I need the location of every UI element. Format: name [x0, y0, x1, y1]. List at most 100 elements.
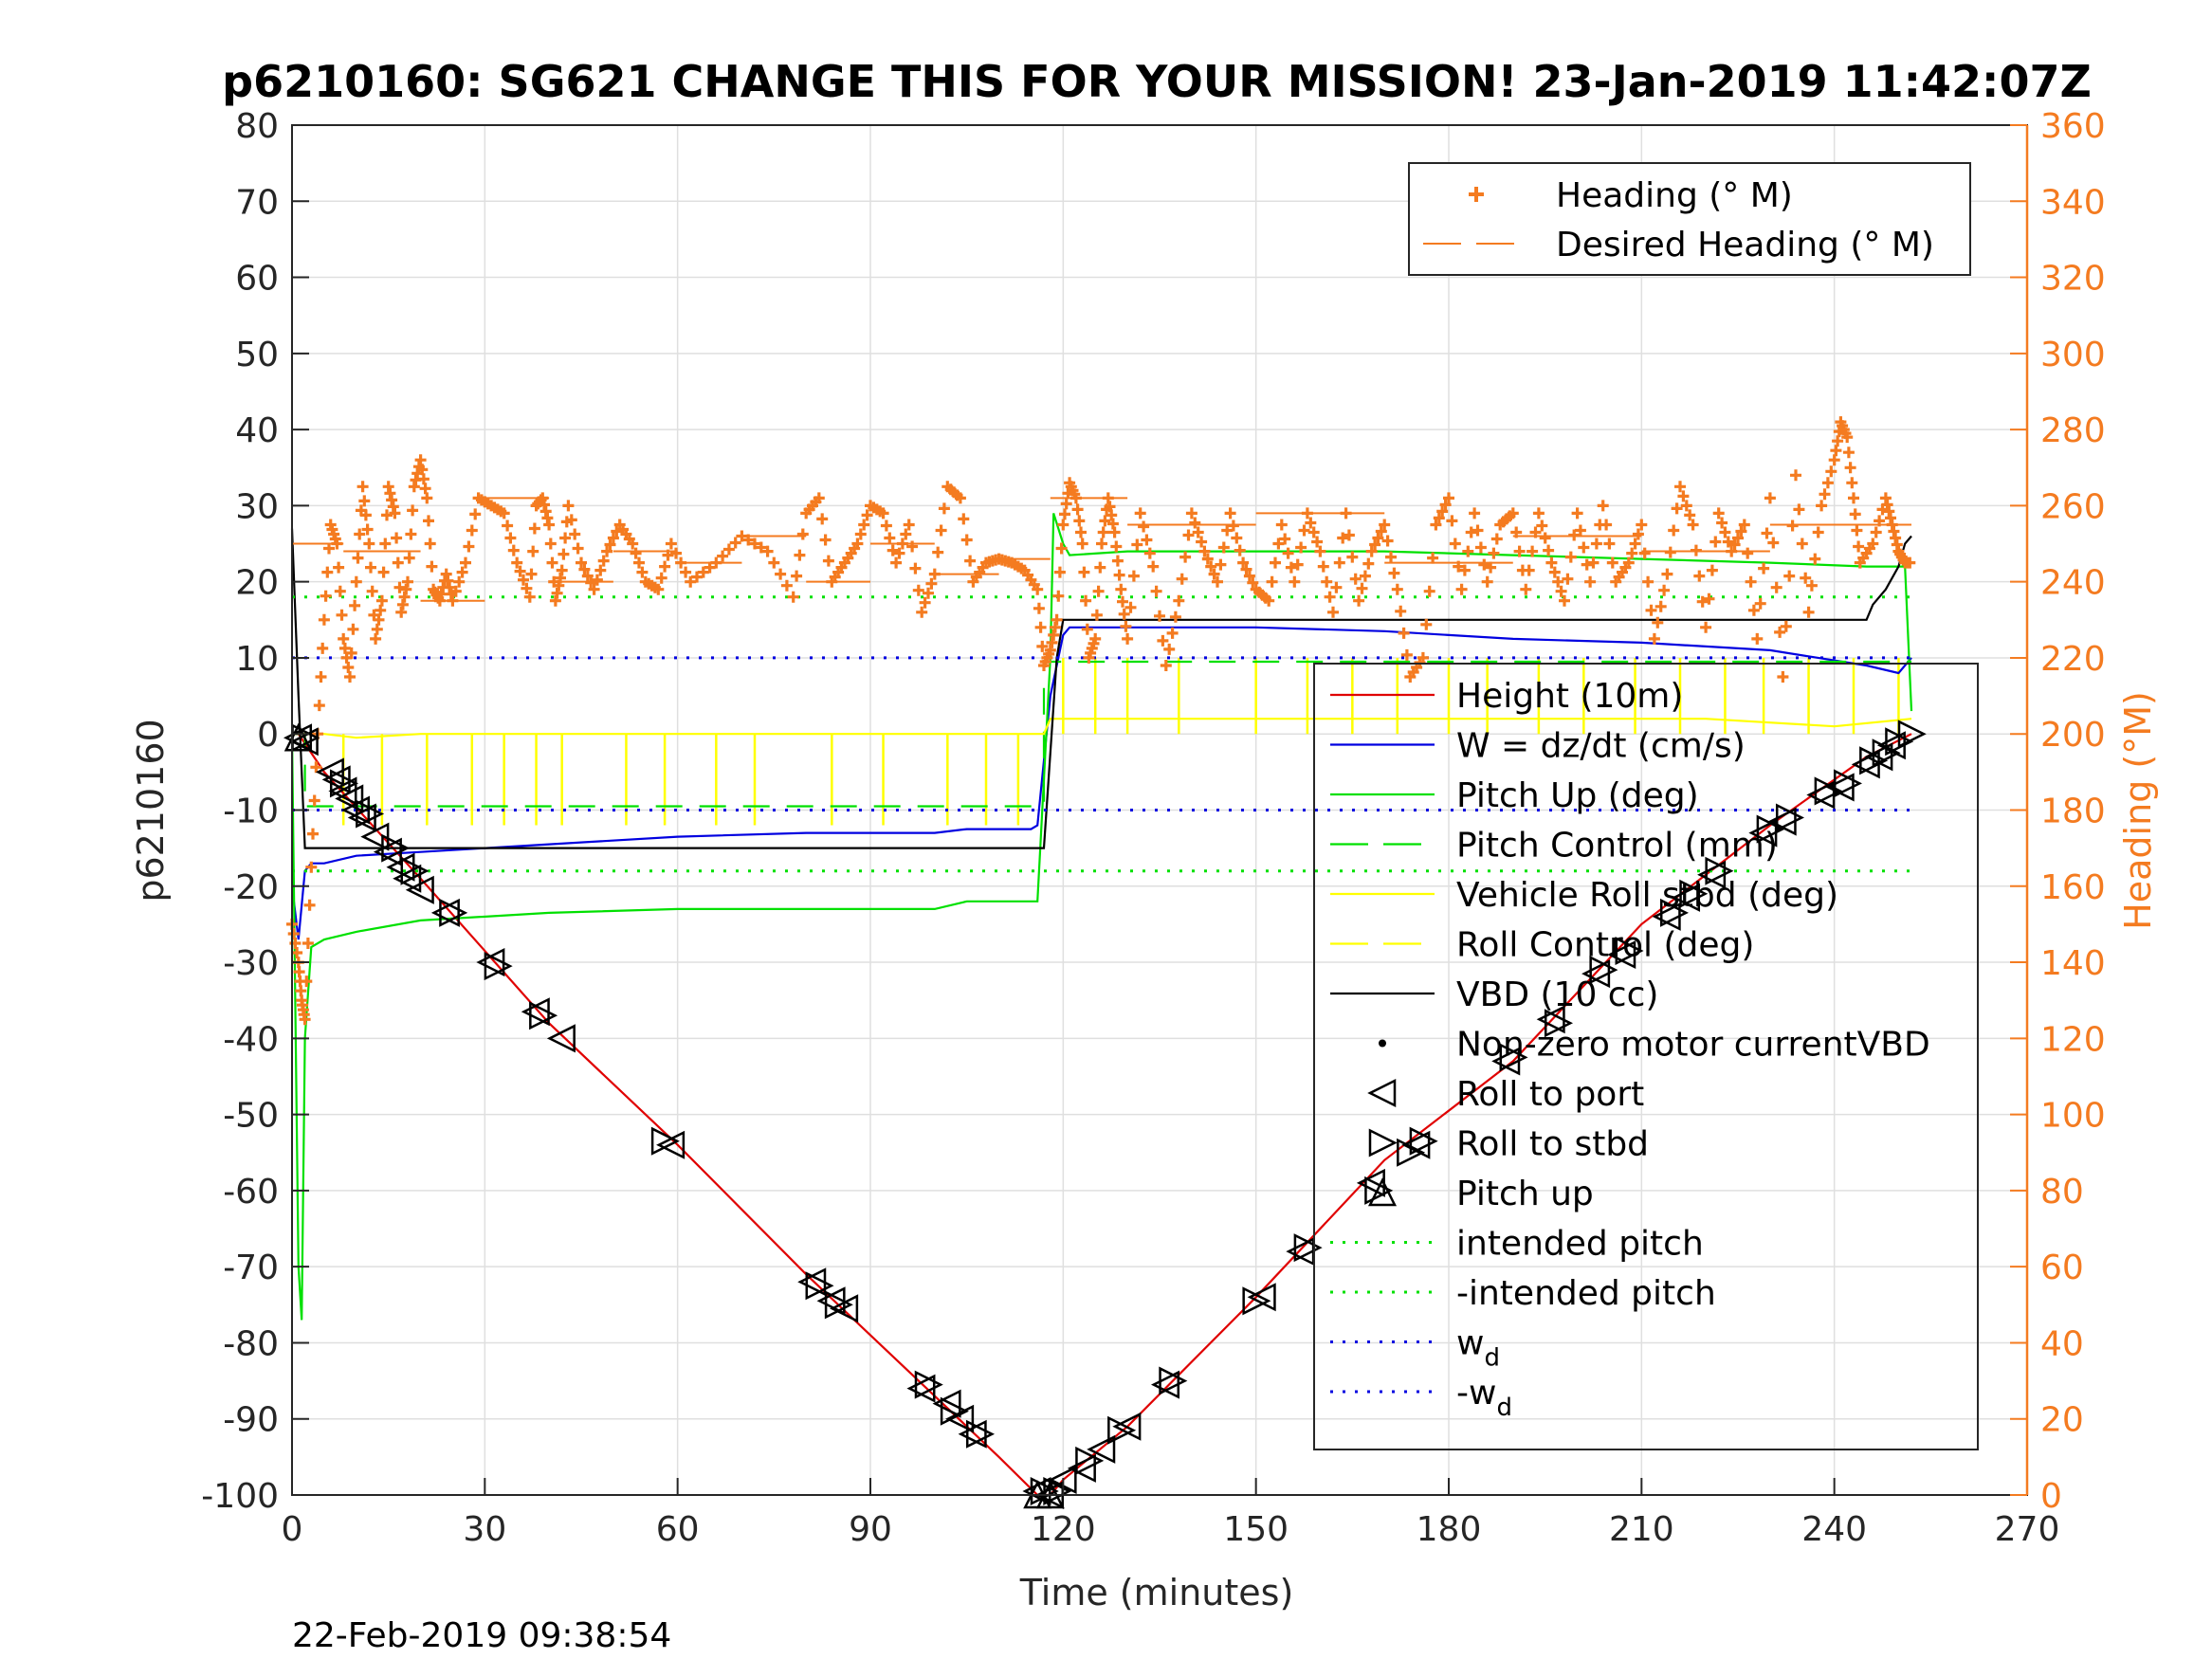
legend-subscript: d	[1496, 1394, 1512, 1422]
roll-to-port-marker	[393, 864, 422, 893]
legend-subscript: d	[1484, 1344, 1500, 1373]
legend-main-label: Vehicle Roll stbd (deg)	[1456, 876, 1838, 915]
legend-main-label: -intended pitch	[1456, 1274, 1716, 1313]
roll-to-port-marker	[335, 784, 364, 813]
roll-to-stbd-marker	[1897, 720, 1927, 749]
legend-main-label: Pitch Up (deg)	[1456, 776, 1699, 815]
y-tick-right-label: 60	[2040, 1249, 2084, 1287]
series-pitch-up-deg-	[290, 513, 1913, 1321]
roll-to-stbd-marker	[356, 799, 385, 829]
y-tick-label: -100	[201, 1477, 279, 1516]
x-tick-label: 0	[282, 1510, 303, 1549]
legend-heading-entry: Desired Heading (° M)	[1423, 226, 1934, 264]
legend-main-entry: Roll to port	[1456, 1075, 1644, 1114]
series-vbd-10-cc-	[290, 528, 1912, 849]
legend-main-entry: wd	[1330, 1324, 1500, 1373]
legend-main-entry: Vehicle Roll stbd (deg)	[1330, 876, 1838, 915]
roll-to-stbd-marker	[439, 898, 468, 927]
y-tick-label: 20	[235, 564, 279, 603]
series-w-dz-dt-cm-s-	[290, 626, 1912, 940]
legend-roll-stbd-icon	[1368, 1128, 1398, 1158]
y-tick-label: -50	[223, 1097, 279, 1136]
legend-main-label: Roll to port	[1456, 1075, 1644, 1114]
legend-main-label: W = dz/dt (cm/s)	[1456, 727, 1746, 766]
legend-main-label: Non-zero motor currentVBD	[1456, 1026, 1930, 1065]
y-tick-label: -40	[223, 1020, 279, 1059]
y-tick-right-label: 40	[2040, 1324, 2084, 1363]
x-tick-label: 210	[1609, 1510, 1674, 1549]
legend-main-entry: Pitch up	[1456, 1175, 1594, 1213]
legend-main-label: Pitch Control (mm)	[1456, 827, 1778, 866]
roll-to-stbd-marker	[824, 1290, 853, 1320]
roll-to-stbd-marker	[914, 1370, 943, 1399]
legend-main-label: intended pitch	[1456, 1225, 1704, 1264]
series-vehicle-roll-stbd-deg-	[292, 718, 1912, 739]
y-tick-right-label: 180	[2040, 793, 2106, 831]
roll-to-stbd-marker	[1159, 1366, 1188, 1395]
legend-main-entry: VBD (10 cc)	[1330, 975, 1658, 1014]
roll-to-stbd-marker	[529, 1001, 558, 1030]
roll-to-stbd-marker	[1107, 1415, 1137, 1445]
roll-to-port-marker	[1067, 1453, 1096, 1483]
legend-main-entry: Height (10m)	[1330, 677, 1683, 716]
y-tick-label: -30	[223, 944, 279, 983]
roll-to-port-marker	[430, 898, 460, 927]
legend-main-entry: -intended pitch	[1330, 1274, 1716, 1313]
roll-to-stbd-marker	[1775, 803, 1805, 832]
y-tick-label: 0	[257, 716, 279, 755]
roll-to-stbd-marker	[965, 1419, 996, 1449]
y-tick-label: -90	[223, 1401, 279, 1440]
legend-main-label: Roll Control (deg)	[1456, 926, 1754, 965]
legend-heading: Heading (° M) Desired Heading (° M)	[1408, 162, 1971, 276]
legend-heading-label: Desired Heading (° M)	[1556, 226, 1934, 264]
roll-to-port-marker	[932, 1389, 961, 1418]
y-tick-right-label: 280	[2040, 411, 2106, 450]
y-tick-right-label: 320	[2040, 260, 2106, 299]
legend-main-label: -wd	[1456, 1374, 1512, 1422]
y-axis-label: p6210160	[130, 719, 172, 902]
y-tick-label: 60	[235, 260, 279, 299]
y-axis-right-label: Heading (°M)	[2117, 691, 2159, 930]
roll-to-stbd-marker	[1679, 879, 1709, 908]
x-tick-label: 120	[1031, 1510, 1096, 1549]
roll-to-stbd-marker	[1833, 769, 1863, 798]
y-tick-label: 70	[235, 183, 279, 222]
roll-to-stbd-marker	[1756, 814, 1785, 844]
legend-heading-entry: Heading (° M)	[1469, 176, 1793, 215]
x-tick-label: 270	[1995, 1510, 2060, 1549]
y-tick-label: -70	[223, 1249, 279, 1287]
x-tick-label: 30	[463, 1510, 506, 1549]
roll-to-stbd-marker	[1659, 898, 1690, 927]
roll-to-stbd-marker	[1242, 1286, 1271, 1316]
legend-main-label: Pitch up	[1456, 1175, 1594, 1213]
roll-to-stbd-marker	[1544, 1009, 1574, 1038]
legend-main-box	[1313, 663, 1979, 1450]
roll-to-stbd-marker	[1705, 856, 1734, 885]
roll-to-stbd-marker	[1615, 936, 1644, 966]
roll-to-stbd-marker	[381, 833, 411, 863]
y-tick-right-label: 140	[2040, 944, 2106, 983]
roll-to-port-marker	[405, 875, 434, 904]
legend-main-entry: intended pitch	[1330, 1225, 1704, 1264]
x-tick-label: 240	[1801, 1510, 1867, 1549]
x-tick-label: 90	[849, 1510, 892, 1549]
legend-plus-icon	[1469, 187, 1484, 202]
roll-to-port-marker	[360, 822, 390, 851]
roll-to-stbd-marker	[1814, 776, 1843, 806]
y-tick-label: -80	[223, 1324, 279, 1363]
x-axis-label: Time (minutes)	[1019, 1572, 1294, 1613]
y-tick-label: 50	[235, 336, 279, 374]
legend-pitch-up-icon	[1367, 1177, 1398, 1207]
y-tick-label: -10	[223, 793, 279, 831]
roll-to-stbd-marker	[1075, 1446, 1105, 1475]
legend-main: Height (10m) W = dz/dt (cm/s) Pitch Up (de…	[1313, 663, 1979, 1450]
legend-main-entry: Non-zero motor currentVBD	[1379, 1026, 1930, 1065]
y-tick-right-label: 240	[2040, 564, 2106, 603]
legend-dot-icon	[1379, 1039, 1386, 1048]
y-tick-label: 40	[235, 411, 279, 450]
roll-to-stbd-marker	[329, 769, 359, 798]
y-tick-right-label: 220	[2040, 640, 2106, 679]
legend-main-entry: Pitch Control (mm)	[1330, 827, 1778, 866]
y-tick-label: 30	[235, 487, 279, 526]
